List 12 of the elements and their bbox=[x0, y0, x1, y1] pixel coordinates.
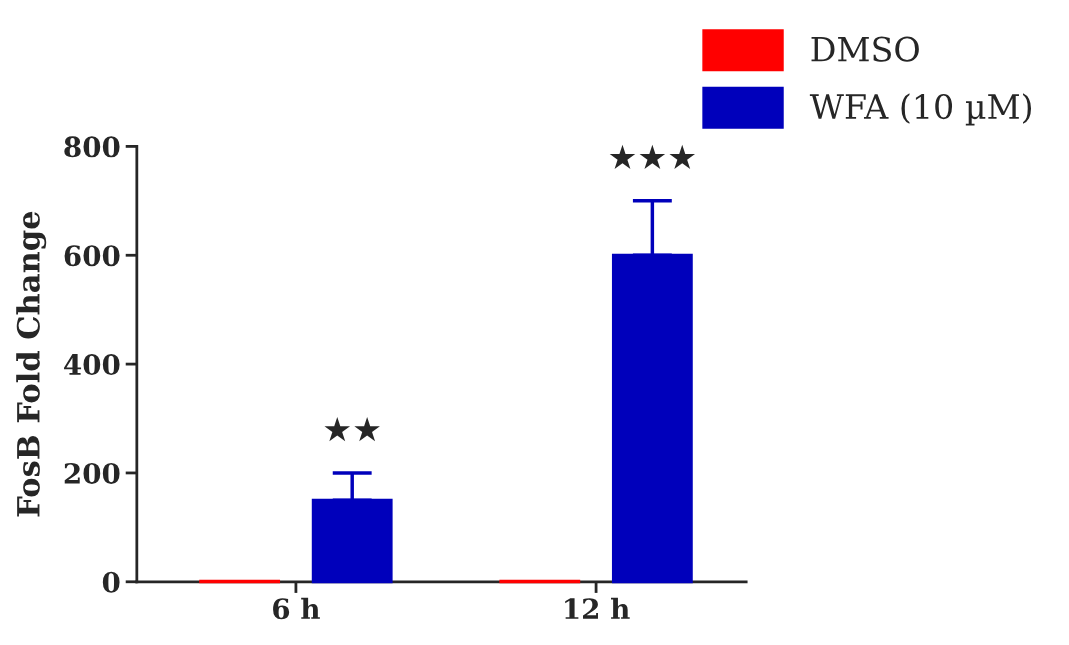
y-tick-label: 400 bbox=[64, 354, 120, 376]
x-tick-label: 12 h bbox=[565, 597, 630, 619]
y-tick-label: 200 bbox=[64, 462, 120, 484]
legend-label: WFA (10 µM) bbox=[809, 93, 1032, 126]
annotation: ★★ bbox=[324, 416, 380, 442]
legend-label: DMSO bbox=[811, 36, 919, 62]
annotation: ★★★ bbox=[609, 144, 696, 170]
y-tick-label: 600 bbox=[64, 245, 120, 267]
y-axis-title: FosB Fold Change bbox=[16, 211, 47, 517]
x-tick-label: 6 h bbox=[273, 597, 320, 620]
y-tick-label: 800 bbox=[64, 136, 120, 158]
y-tick-label: 0 bbox=[102, 571, 120, 593]
